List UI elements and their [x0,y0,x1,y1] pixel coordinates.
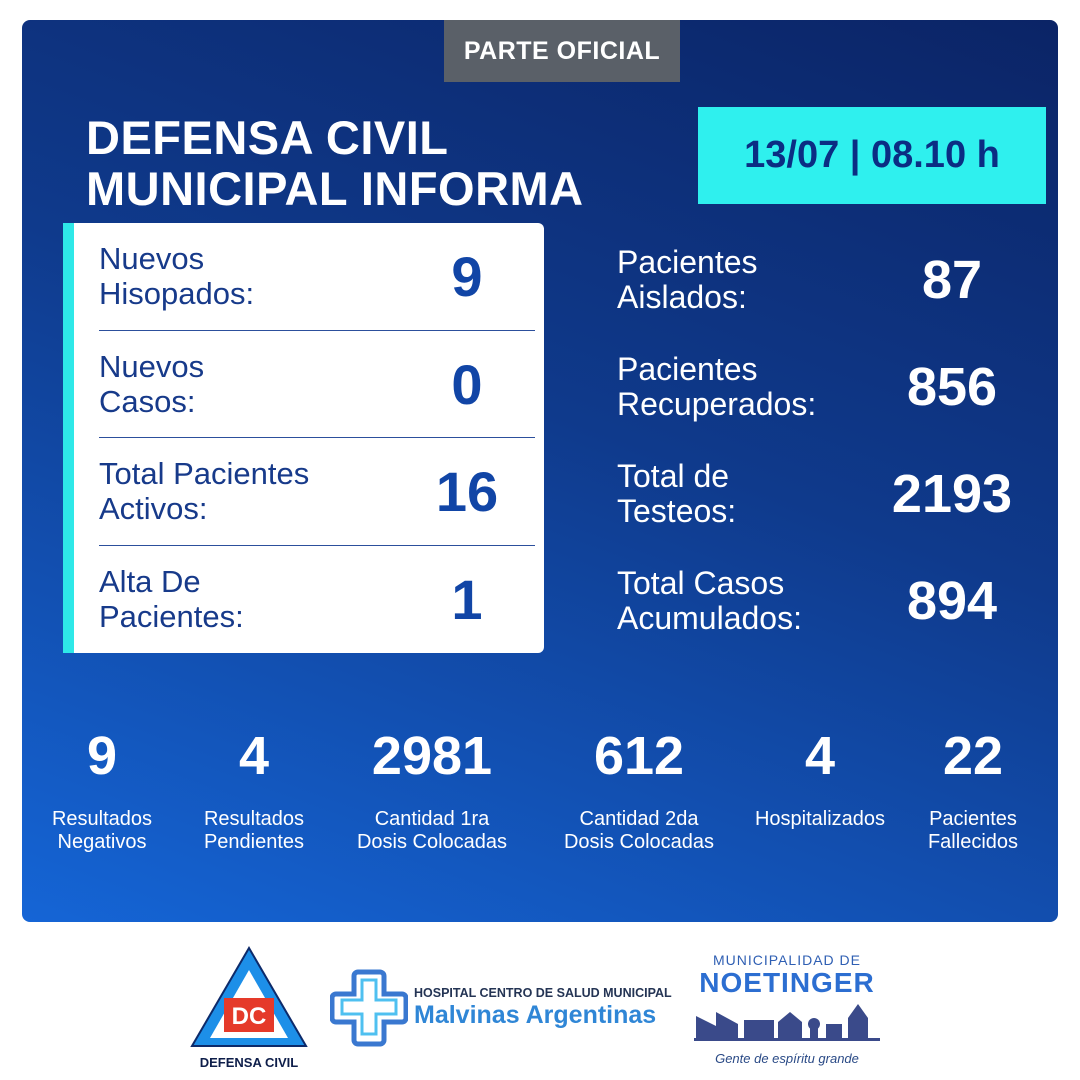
bottom-caption: Pacientes Fallecidos [927,808,1019,853]
bottom-caption: Cantidad 1ra Dosis Colocadas [356,808,508,853]
bottom-value: 22 [942,726,1004,786]
bottom-value: 4 [804,726,836,786]
stat-label: Pacientes Aislados: [617,244,758,315]
bottom-stat-fallecidos: 22 Pacientes Fallecidos [906,722,1040,854]
triangle-icon: DC [190,946,308,1047]
stat-value: 894 [906,571,998,631]
stat-label: Total Casos Acumulados: [617,565,802,636]
card-row-altas: Alta De Pacientes: 1 [99,546,535,652]
bottom-caption: Resultados Negativos [51,808,153,853]
bottom-stat-dosis-2: 612 Cantidad 2da Dosis Colocadas [542,722,736,854]
date-badge: 13/07 | 08.10 h [698,107,1046,204]
official-tag: PARTE OFICIAL [444,20,680,82]
divider [99,545,535,546]
bottom-stat-dosis-1: 2981 Cantidad 1ra Dosis Colocadas [336,722,528,854]
muni-line-2: NOETINGER [699,967,875,998]
page-title: DEFENSA CIVIL MUNICIPAL INFORMA [86,112,584,214]
hospital-name-line-2: Malvinas Argentinas [414,1001,657,1029]
stat-value: 856 [906,357,998,417]
card-row-casos: Nuevos Casos: 0 [99,331,535,437]
bottom-stat-pendientes: 4 Resultados Pendientes [184,722,324,854]
bottom-caption: Hospitalizados [754,808,886,830]
stat-value: 87 [921,250,983,310]
bottom-value: 9 [86,726,118,786]
stat-acumulados: Total Casos Acumulados: 894 [617,553,1037,649]
card-value: 16 [435,459,499,523]
divider [99,437,535,438]
bottom-value: 612 [593,726,685,786]
stat-aislados: Pacientes Aislados: 87 [617,232,1037,328]
card-label: Alta De Pacientes: [99,564,244,634]
defensa-civil-logo: DC DEFENSA CIVIL [188,944,310,1074]
dc-letters: DC [232,1003,267,1030]
card-value: 1 [451,567,483,631]
town-skyline-icon [694,1004,880,1041]
card-label: Total Pacientes Activos: [99,456,310,526]
stat-label: Total de Testeos: [617,458,737,529]
municipalidad-logo: MUNICIPALIDAD DE NOETINGER Gente de espí… [692,952,882,1072]
stat-label: Pacientes Recuperados: [617,351,817,422]
medical-cross-icon [330,969,408,1047]
muni-line-1: MUNICIPALIDAD DE [713,952,861,968]
card-row-hisopados: Nuevos Hisopados: 9 [99,223,535,329]
dc-caption: DEFENSA CIVIL [199,1055,299,1070]
daily-stats-card: Nuevos Hisopados: 9 Nuevos Casos: 0 Total … [63,223,544,653]
bottom-caption: Resultados Pendientes [203,808,305,853]
stat-testeos: Total de Testeos: 2193 [617,446,1037,542]
stat-recuperados: Pacientes Recuperados: 856 [617,339,1037,435]
bottom-stat-hospitalizados: 4 Hospitalizados [742,722,898,831]
bottom-value: 4 [238,726,270,786]
bottom-value: 2981 [371,726,493,786]
bottom-caption: Cantidad 2da Dosis Colocadas [563,808,715,853]
hospital-logo: HOSPITAL CENTRO DE SALUD MUNICIPAL Malvi… [330,968,672,1048]
title-line-2: MUNICIPAL INFORMA [86,162,584,215]
title-line-1: DEFENSA CIVIL [86,111,449,164]
bottom-stat-negativos: 9 Resultados Negativos [30,722,174,854]
card-label: Nuevos Hisopados: [99,241,255,311]
card-label: Nuevos Casos: [99,349,205,419]
muni-slogan: Gente de espíritu grande [715,1051,859,1066]
card-row-activos: Total Pacientes Activos: 16 [99,438,535,544]
footer-logos: DC DEFENSA CIVIL HOSPITAL CENTRO DE SALU… [0,930,1080,1080]
stat-value: 2193 [891,464,1013,524]
card-value: 9 [451,244,483,308]
hospital-name-line-1: HOSPITAL CENTRO DE SALUD MUNICIPAL [414,986,672,1000]
card-value: 0 [451,352,483,416]
divider [99,330,535,331]
